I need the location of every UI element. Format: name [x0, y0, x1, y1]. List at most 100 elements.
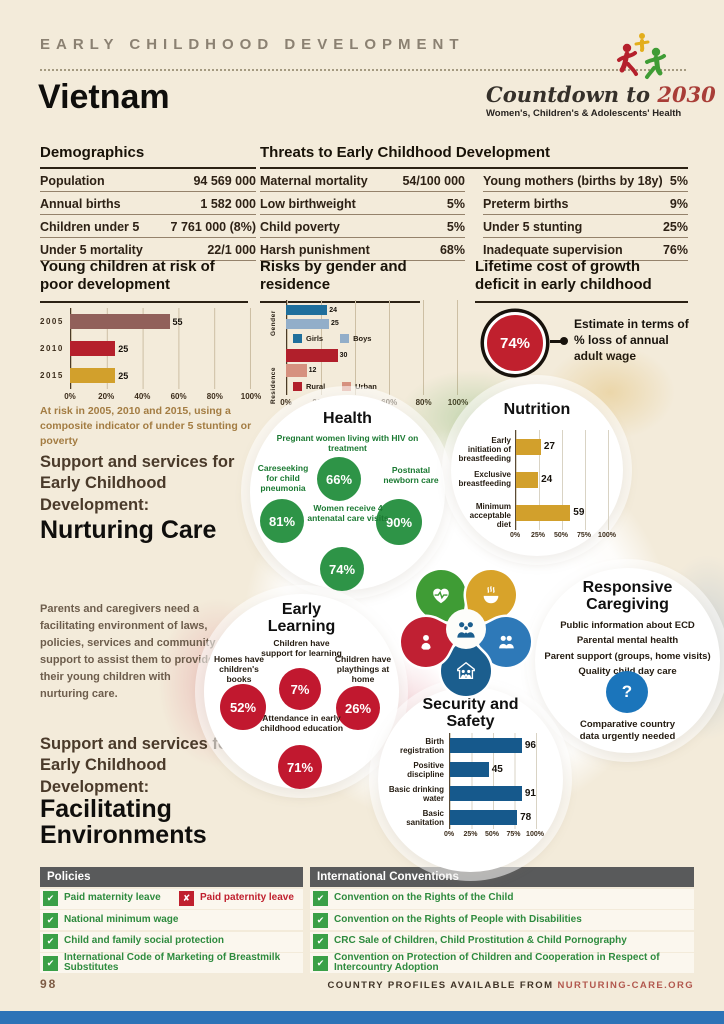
ece-attendance-label: Attendance in early childhood education [259, 713, 344, 734]
bar-row: 45 [450, 757, 536, 781]
support-learning-value: 7% [279, 668, 321, 710]
security-safety-petal [430, 635, 502, 707]
bar-row-2005: 2005 55 [40, 308, 254, 335]
table-row: Population 94 569 000 [40, 169, 256, 192]
security-bar-chart: 96 45 91 78 [449, 733, 537, 829]
connector-dot [560, 337, 568, 345]
nurturing-care-link[interactable]: NURTURING-CARE.ORG [557, 980, 694, 991]
bottom-blue-bar [0, 1011, 724, 1024]
table-row: Under 5 stunting 25% [483, 215, 688, 238]
health-petal [412, 566, 470, 624]
hiv-treatment-value: 66% [317, 457, 361, 501]
postnatal-care-value: 90% [376, 499, 422, 545]
convention-row: ✔ Convention on Protection of Children a… [310, 952, 694, 973]
policies-header: Policies [40, 867, 303, 887]
security-safety-circle: Security and Safety Birth registration P… [378, 687, 563, 872]
check-icon: ✔ [313, 934, 328, 949]
conventions-table: International Conventions ✔ Convention o… [310, 867, 694, 973]
countdown-2030-logo: Countdown to 2030 Women's, Children's & … [486, 84, 716, 119]
demographics-title: Demographics [40, 144, 256, 169]
axis-group-gender: Gender [270, 310, 277, 336]
check-icon: ✔ [313, 912, 328, 928]
support-learning-label: Children have support for learning [261, 638, 342, 659]
bar-row: 96 [450, 733, 536, 757]
early-learning-petal [392, 608, 460, 676]
nutrition-label: Early initiation of breastfeeding [458, 436, 511, 464]
legend-girls: Girls [293, 334, 323, 343]
threats-right-column: Young mothers (births by 18y) 5% Preterm … [483, 169, 688, 261]
bar-row: 24 [516, 463, 608, 496]
childrens-books-label: Homes have children's books [213, 654, 265, 685]
threats-left-column: Maternal mortality 54/100 000 Low birthwe… [260, 169, 465, 261]
table-row: Maternal mortality 54/100 000 [260, 169, 465, 192]
caregivers-icon [495, 631, 517, 653]
nutrition-bar-chart: 27 24 59 [515, 430, 609, 530]
caregiving-item: Parental mental health [576, 635, 679, 647]
logo-tagline: Women's, Children's & Adolescents' Healt… [486, 108, 682, 119]
bar-2015 [70, 368, 116, 383]
bar-positive-discipline [450, 761, 489, 777]
bar-rural [286, 348, 338, 362]
security-safety-title: Security and Safety [422, 696, 519, 730]
childrens-books-value: 52% [220, 684, 266, 730]
playthings-label: Children have playthings at home [334, 654, 392, 685]
policy-row: ✔ International Code of Marketing of Bre… [40, 952, 303, 973]
nurturing-care-heading: Nurturing Care [40, 516, 217, 544]
careseeking-label: Careseeking for child pneumonia [257, 463, 309, 494]
logo-title: Countdown to 2030 [486, 82, 716, 107]
countdown-2030-figures-icon [612, 31, 674, 88]
bar-row-boys: 25 [286, 317, 462, 330]
nutrition-title: Nutrition [503, 401, 571, 418]
bar-minimum-diet [516, 504, 571, 521]
policy-row: ✔ Child and family social protection [40, 931, 303, 952]
bar-row: 27 [516, 430, 608, 463]
food-bowl-icon [480, 584, 502, 606]
x-axis-ticks: 0% 25% 50% 75% 100% [443, 831, 544, 838]
security-label: Basic drinking water [388, 785, 444, 804]
threats-table: Threats to Early Childhood Development M… [260, 144, 688, 261]
bar-row-2015: 2015 25 [40, 362, 254, 389]
convention-row: ✔ Convention on the Rights of People wit… [310, 910, 694, 930]
footer-note: COUNTRY PROFILES AVAILABLE FROM NURTURIN… [327, 980, 694, 991]
security-label: Basic sanitation [406, 809, 444, 828]
lifetime-cost-title: Lifetime cost of growth deficit in early… [475, 258, 688, 303]
gender-residence-chart-title: Risks by gender and residence [260, 258, 420, 303]
table-row: Young mothers (births by 18y) 5% [483, 169, 688, 192]
legend-swatch-girls [293, 334, 302, 343]
flower-center-family-icon [446, 609, 486, 649]
nutrition-circle: Nutrition Early initiation of breastfeed… [451, 384, 623, 556]
conventions-header: International Conventions [310, 867, 694, 887]
table-row: Annual births 1 582 000 [40, 192, 256, 215]
cross-icon: ✘ [179, 891, 194, 906]
bar-girls [286, 305, 328, 315]
table-row: Inadequate supervision 76% [483, 238, 688, 261]
careseeking-value: 81% [260, 499, 304, 543]
bar-drinking-water [450, 785, 522, 801]
convention-row: ✔ Convention on the Rights of the Child [310, 888, 694, 909]
heart-pulse-icon [430, 584, 452, 606]
facilitating-lead: Support and services for Early Childhood… [40, 735, 235, 796]
check-icon: ✔ [43, 955, 58, 971]
responsive-caregiving-petal [472, 608, 540, 676]
convention-row: ✔ CRC Sale of Children, Child Prostituti… [310, 931, 694, 952]
check-icon: ✔ [313, 891, 328, 906]
support-paragraph: Parents and caregivers need a facilitati… [40, 603, 216, 701]
nutrition-label: Minimum acceptable diet [469, 502, 511, 530]
table-row: Preterm births 9% [483, 192, 688, 215]
bar-2005 [70, 314, 170, 329]
table-row: Under 5 mortality 22/1 000 [40, 238, 256, 261]
playthings-value: 26% [336, 686, 380, 730]
baby-icon [415, 631, 437, 653]
security-label: Birth registration [399, 737, 444, 756]
ece-attendance-value: 71% [278, 745, 322, 789]
family-home-icon [455, 660, 477, 682]
lifetime-cost-badge: 74% [484, 312, 546, 374]
legend-swatch-boys [340, 334, 350, 343]
policy-row: ✔ Paid maternity leave ✘ Paid paternity … [40, 888, 303, 909]
bar-basic-sanitation [450, 809, 518, 825]
nutrition-label: Exclusive breastfeeding [458, 470, 511, 489]
caregiving-note: Comparative country data urgently needed [579, 719, 676, 743]
connector-line [550, 340, 562, 343]
